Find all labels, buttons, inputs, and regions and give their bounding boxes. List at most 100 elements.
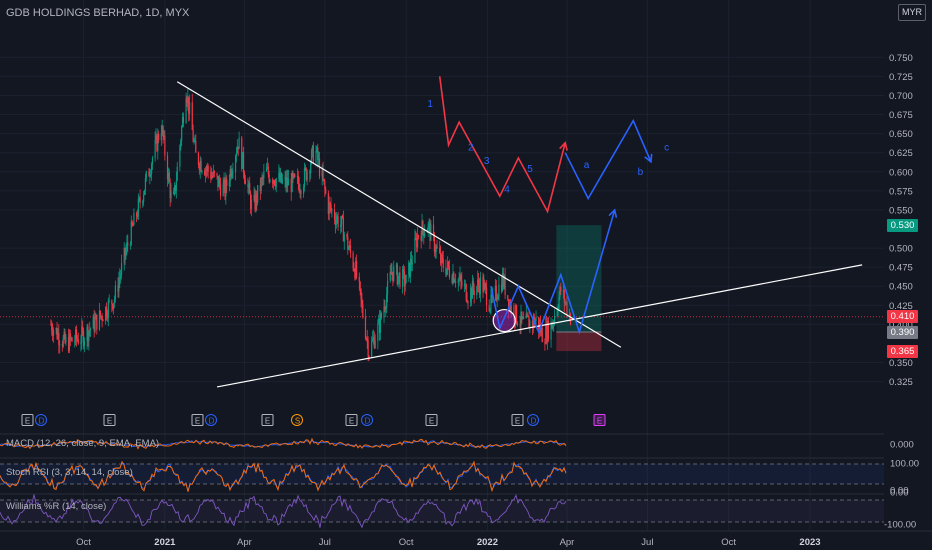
candle-body (76, 338, 78, 340)
wave-label: c (664, 142, 669, 153)
candle-body (207, 166, 209, 172)
candle-body (484, 282, 486, 285)
candle-body (131, 221, 133, 226)
candle-body (318, 158, 320, 161)
pane-band (0, 500, 884, 522)
candle-body (247, 184, 249, 188)
candle-body (284, 177, 286, 180)
candle-body (173, 185, 176, 195)
candle-body (453, 272, 455, 283)
event-marker (191, 414, 204, 426)
candle-body (551, 322, 553, 329)
candle-body (194, 140, 196, 142)
candle-body (417, 235, 420, 237)
candle-body (156, 135, 158, 151)
time-axis-label: Apr (560, 537, 575, 548)
candle-body (494, 285, 496, 293)
candle-body (491, 294, 493, 298)
candle-body (349, 245, 352, 253)
candle-body (123, 248, 125, 264)
candle-body (311, 145, 314, 151)
macd-label[interactable]: MACD (12, 26, close, 9, EMA, EMA) (6, 438, 160, 449)
candle-body (111, 300, 113, 305)
candle-body (553, 315, 556, 323)
candle-body (476, 286, 478, 296)
pane-band (0, 464, 884, 484)
wave-label: 4 (504, 184, 510, 195)
candle-body (516, 322, 519, 325)
candle-body (385, 307, 387, 310)
candle-body (59, 344, 61, 346)
candle-body (120, 274, 122, 278)
candle-body (204, 171, 206, 175)
candle-body (234, 156, 237, 172)
candle-body (367, 340, 369, 357)
candle-body (341, 215, 344, 218)
candle-body (464, 284, 466, 286)
time-axis-label: Oct (76, 537, 91, 548)
candle-body (132, 225, 134, 227)
event-marker (593, 414, 606, 426)
candle-body (373, 337, 375, 348)
candle-body (281, 179, 284, 183)
candle-body (248, 183, 250, 188)
stoch-rsi-label[interactable]: Stoch RSI (3, 3, 14, 14, close) (6, 467, 133, 478)
candle-body (265, 168, 268, 172)
candle-body (187, 96, 189, 103)
candle-body (197, 152, 200, 166)
chart-title: GDB HOLDINGS BERHAD, 1D, MYX (6, 7, 190, 19)
candle-body (490, 294, 492, 310)
candle-body (528, 316, 530, 329)
candle-body (305, 168, 307, 180)
candle-body (167, 172, 169, 180)
time-axis-label: 2021 (154, 537, 176, 548)
stoch-rsi-axis-label: 100.00 (890, 459, 919, 470)
event-marker-label: E (25, 417, 30, 426)
williams-r-axis-label: 0.00 (890, 488, 909, 499)
currency-button[interactable]: MYR (898, 4, 926, 21)
last-price-tag: 0.410 (887, 310, 918, 324)
candle-body (263, 171, 265, 179)
event-marker-label: E (107, 417, 112, 426)
candle-body (162, 126, 164, 138)
event-marker (425, 414, 438, 426)
candle-body (226, 178, 228, 187)
candle-body (457, 279, 459, 283)
candle-body (255, 193, 257, 210)
candle-body (278, 173, 280, 179)
candle-body (544, 342, 546, 344)
candle-body (337, 216, 339, 228)
candle-body (272, 180, 274, 184)
time-axis-label: Jul (641, 537, 653, 548)
candle-body (275, 178, 277, 187)
candle-body (411, 262, 413, 265)
candle-body (129, 244, 131, 246)
candle-body (198, 165, 200, 171)
candle-body (99, 310, 101, 317)
candle-body (378, 318, 380, 324)
candle-body (343, 234, 345, 242)
candle-body (414, 238, 416, 263)
candle-body (540, 327, 542, 334)
candle-body (445, 267, 447, 275)
candle-body (89, 329, 91, 332)
candle-body (242, 152, 244, 169)
candle-body (559, 286, 561, 297)
time-axis-label: Oct (721, 537, 736, 548)
candle-body (133, 213, 135, 226)
candle-body (102, 320, 104, 322)
event-marker (291, 414, 303, 426)
candle-body (436, 246, 438, 248)
candle-body (186, 98, 188, 103)
candle-body (383, 306, 385, 318)
williams-r-label[interactable]: Williams %R (14, close) (6, 501, 107, 512)
candle-body (266, 166, 268, 169)
candle-body (397, 275, 399, 285)
candle-body (550, 322, 552, 340)
candle-body (280, 172, 282, 181)
candle-body (67, 337, 70, 351)
candle-body (433, 234, 436, 252)
candle-body (379, 313, 382, 333)
candle-body (309, 171, 311, 174)
